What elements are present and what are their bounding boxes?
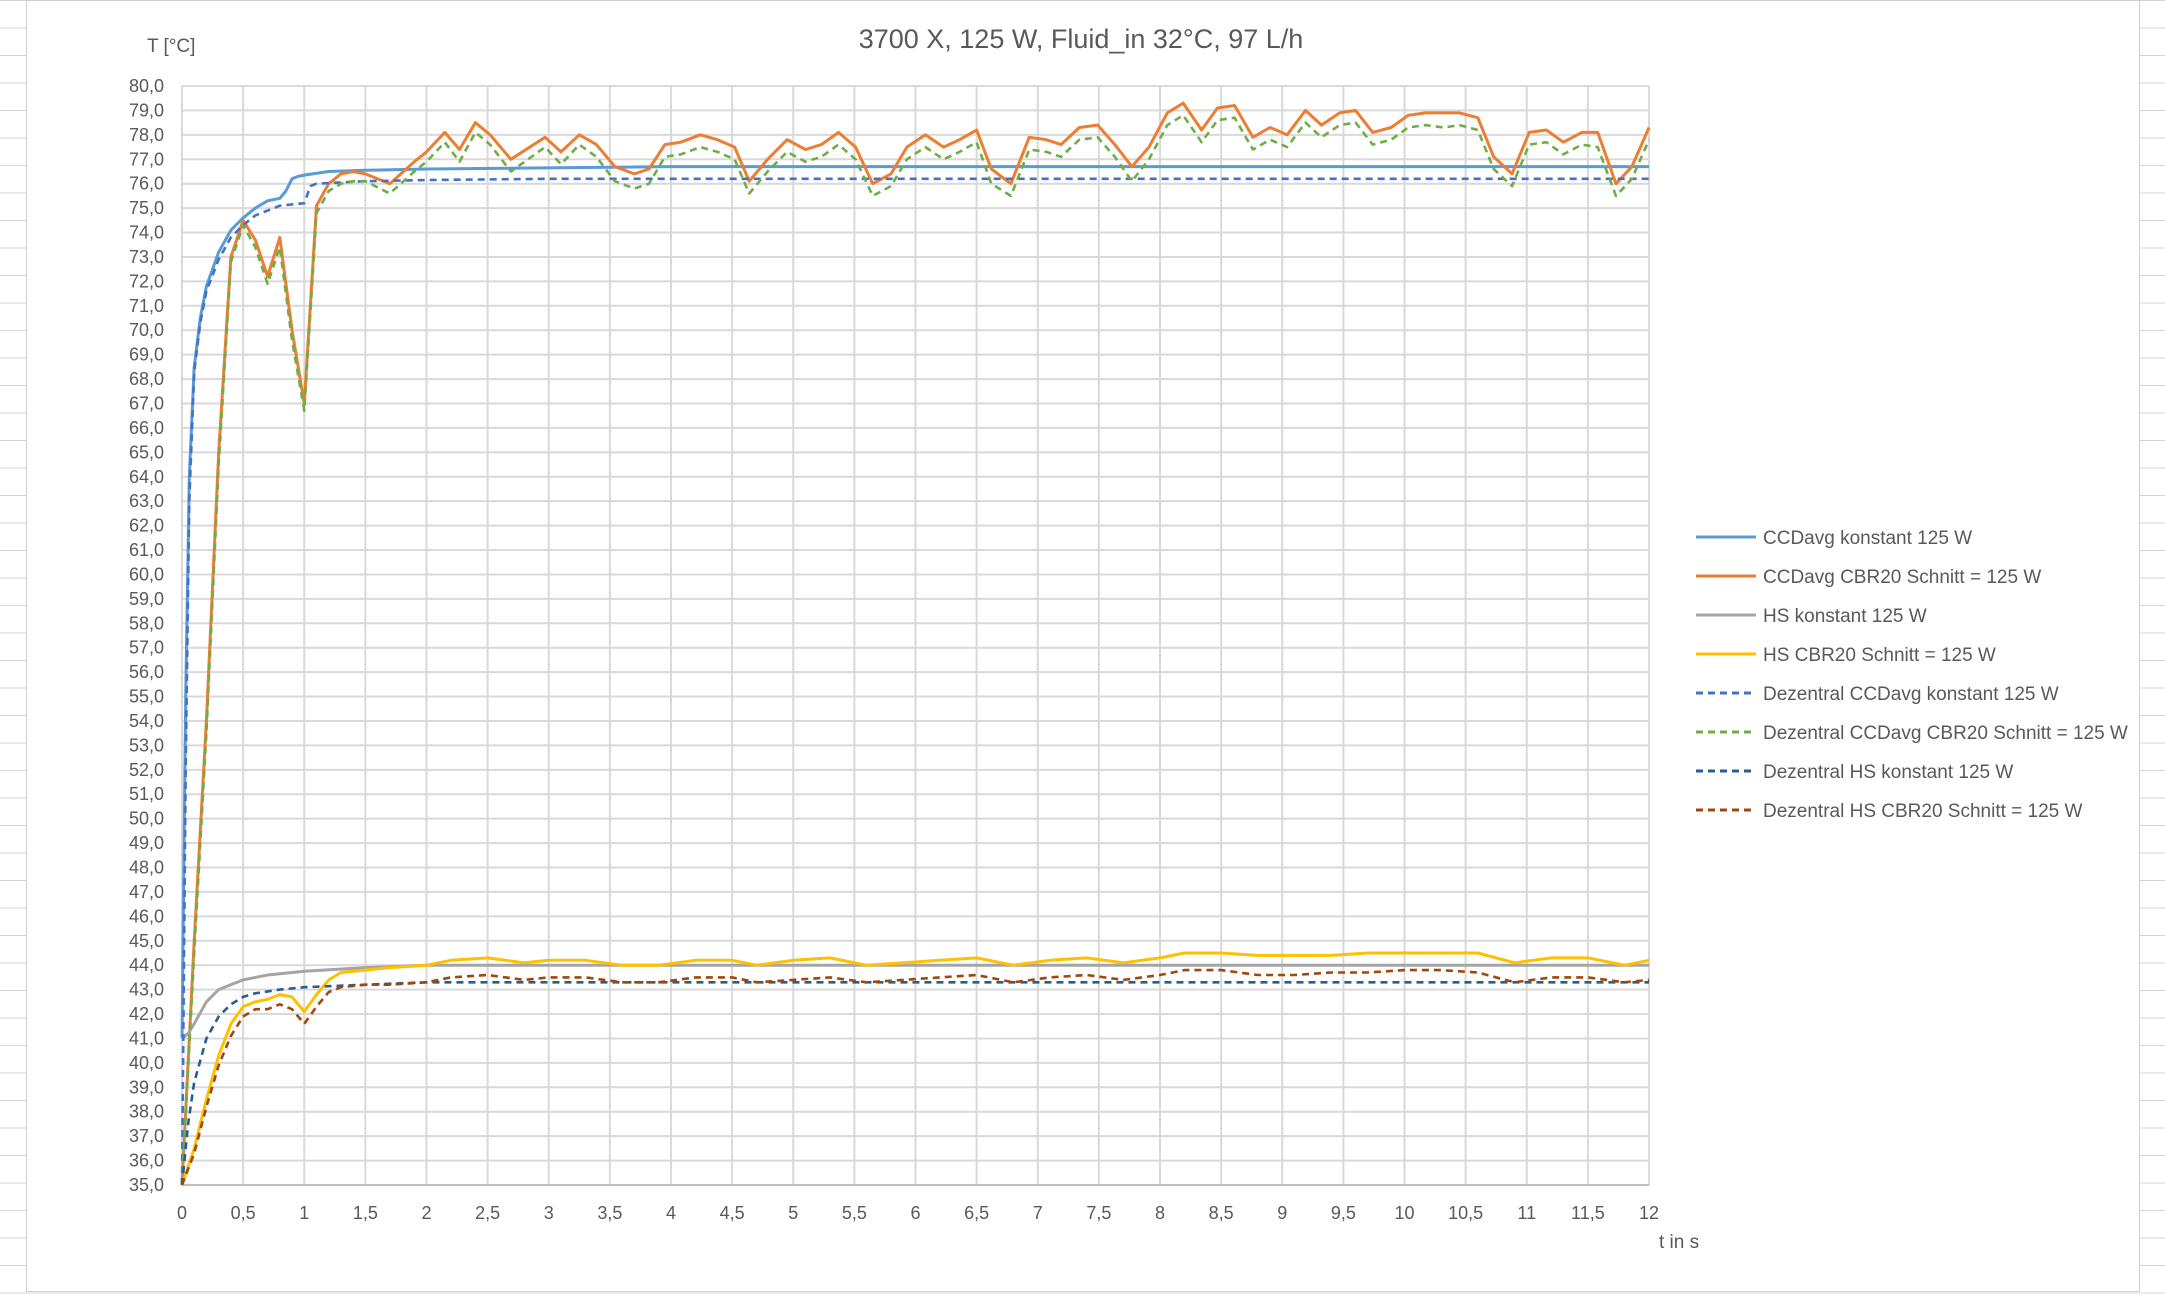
series-line-8 <box>180 968 1650 1186</box>
y-tick-label: 42,0 <box>129 1004 164 1024</box>
x-tick-label: 2,5 <box>475 1203 500 1223</box>
y-tick-label: 75,0 <box>129 198 164 218</box>
x-tick-label: 9 <box>1277 1203 1287 1223</box>
y-tick-label: 35,0 <box>129 1175 164 1195</box>
x-tick-label: 6,5 <box>964 1203 989 1223</box>
y-tick-label: 57,0 <box>129 638 164 658</box>
x-tick-label: 3 <box>544 1203 554 1223</box>
x-tick-label: 7 <box>1033 1203 1043 1223</box>
y-tick-label: 51,0 <box>129 784 164 804</box>
y-tick-label: 63,0 <box>129 491 164 511</box>
chart-title: 3700 X, 125 W, Fluid_in 32°C, 97 L/h <box>859 24 1304 54</box>
legend-label: HS CBR20 Schnitt = 125 W <box>1763 645 1996 666</box>
series-line-2 <box>180 101 1651 1186</box>
y-tick-label: 61,0 <box>129 540 164 560</box>
y-tick-label: 36,0 <box>129 1151 164 1171</box>
x-tick-label: 12 <box>1639 1203 1659 1223</box>
x-tick-label: 6 <box>910 1203 920 1223</box>
x-tick-label: 8 <box>1155 1203 1165 1223</box>
y-tick-label: 80,0 <box>129 76 164 96</box>
series-line-4 <box>180 951 1650 1186</box>
y-tick-label: 54,0 <box>129 711 164 731</box>
y-tick-label: 73,0 <box>129 247 164 267</box>
y-tick-label: 78,0 <box>129 125 164 145</box>
legend-label: Dezentral CCDavg CBR20 Schnitt = 125 W <box>1763 723 2128 744</box>
y-tick-label: 45,0 <box>129 931 164 951</box>
legend: CCDavg konstant 125 W CCDavg CBR20 Schnit… <box>1696 528 2128 822</box>
x-tick-label: 7,5 <box>1086 1203 1111 1223</box>
y-tick-label: 59,0 <box>129 589 164 609</box>
legend-label: HS konstant 125 W <box>1763 606 1927 627</box>
y-tick-label: 37,0 <box>129 1126 164 1146</box>
x-tick-label: 4,5 <box>720 1203 745 1223</box>
y-tick-label: 71,0 <box>129 296 164 316</box>
x-tick-label: 8,5 <box>1209 1203 1234 1223</box>
series-line-3 <box>181 963 1649 1040</box>
series-lines <box>180 101 1651 1186</box>
x-tick-label: 4 <box>666 1203 676 1223</box>
y-tick-label: 67,0 <box>129 393 164 413</box>
y-tick-label: 48,0 <box>129 858 164 878</box>
y-tick-label: 70,0 <box>129 320 164 340</box>
x-tick-label: 3,5 <box>597 1203 622 1223</box>
legend-label: Dezentral HS konstant 125 W <box>1763 762 2013 783</box>
y-tick-label: 53,0 <box>129 735 164 755</box>
y-tick-label: 77,0 <box>129 149 164 169</box>
x-tick-label: 5,5 <box>842 1203 867 1223</box>
y-tick-label: 58,0 <box>129 613 164 633</box>
legend-label: Dezentral CCDavg konstant 125 W <box>1763 684 2059 705</box>
legend-label: CCDavg CBR20 Schnitt = 125 W <box>1763 567 2041 588</box>
x-tick-label: 5 <box>788 1203 798 1223</box>
y-tick-label: 43,0 <box>129 980 164 1000</box>
y-tick-label: 66,0 <box>129 418 164 438</box>
x-tick-label: 2 <box>421 1203 431 1223</box>
y-tick-label: 52,0 <box>129 760 164 780</box>
x-tick-label: 11,5 <box>1571 1203 1605 1223</box>
x-tick-label: 9,5 <box>1331 1203 1356 1223</box>
y-tick-label: 49,0 <box>129 833 164 853</box>
series-line-6 <box>180 114 1651 1186</box>
grid <box>181 85 1650 1186</box>
legend-label: Dezentral HS CBR20 Schnitt = 125 W <box>1763 801 2083 822</box>
y-tick-label: 76,0 <box>129 174 164 194</box>
y-tick-label: 39,0 <box>129 1077 164 1097</box>
y-tick-label: 68,0 <box>129 369 164 389</box>
x-tick-label: 10,5 <box>1448 1203 1483 1223</box>
x-tick-label: 10 <box>1394 1203 1414 1223</box>
y-tick-label: 69,0 <box>129 345 164 365</box>
y-tick-label: 56,0 <box>129 662 164 682</box>
y-tick-label: 41,0 <box>129 1028 164 1048</box>
y-tick-label: 65,0 <box>129 442 164 462</box>
y-tick-label: 55,0 <box>129 687 164 707</box>
x-tick-label: 1,5 <box>353 1203 378 1223</box>
x-tick-label: 1 <box>299 1203 309 1223</box>
y-tick-label: 72,0 <box>129 271 164 291</box>
y-axis-label: T [°C] <box>147 36 195 57</box>
y-tick-label: 38,0 <box>129 1102 164 1122</box>
x-tick-label: 0,5 <box>231 1203 256 1223</box>
y-tick-label: 50,0 <box>129 809 164 829</box>
x-axis-label: t in s <box>1659 1232 1699 1253</box>
series-line-5 <box>180 177 1649 1186</box>
y-tick-label: 44,0 <box>129 955 164 975</box>
y-tick-label: 46,0 <box>129 906 164 926</box>
y-tick-label: 74,0 <box>129 223 164 243</box>
tick-labels: 35,0 36,0 37,0 38,0 39,0 40,0 41,0 42,0 43,0 44,0… <box>129 76 1659 1223</box>
y-tick-label: 79,0 <box>129 100 164 120</box>
legend-label: CCDavg konstant 125 W <box>1763 528 1972 549</box>
y-tick-label: 40,0 <box>129 1053 164 1073</box>
chart-container <box>26 0 2140 1292</box>
y-tick-label: 60,0 <box>129 564 164 584</box>
y-tick-label: 47,0 <box>129 882 164 902</box>
y-tick-label: 64,0 <box>129 467 164 487</box>
y-tick-label: 62,0 <box>129 516 164 536</box>
x-tick-label: 11 <box>1517 1203 1536 1223</box>
x-tick-label: 0 <box>177 1203 187 1223</box>
